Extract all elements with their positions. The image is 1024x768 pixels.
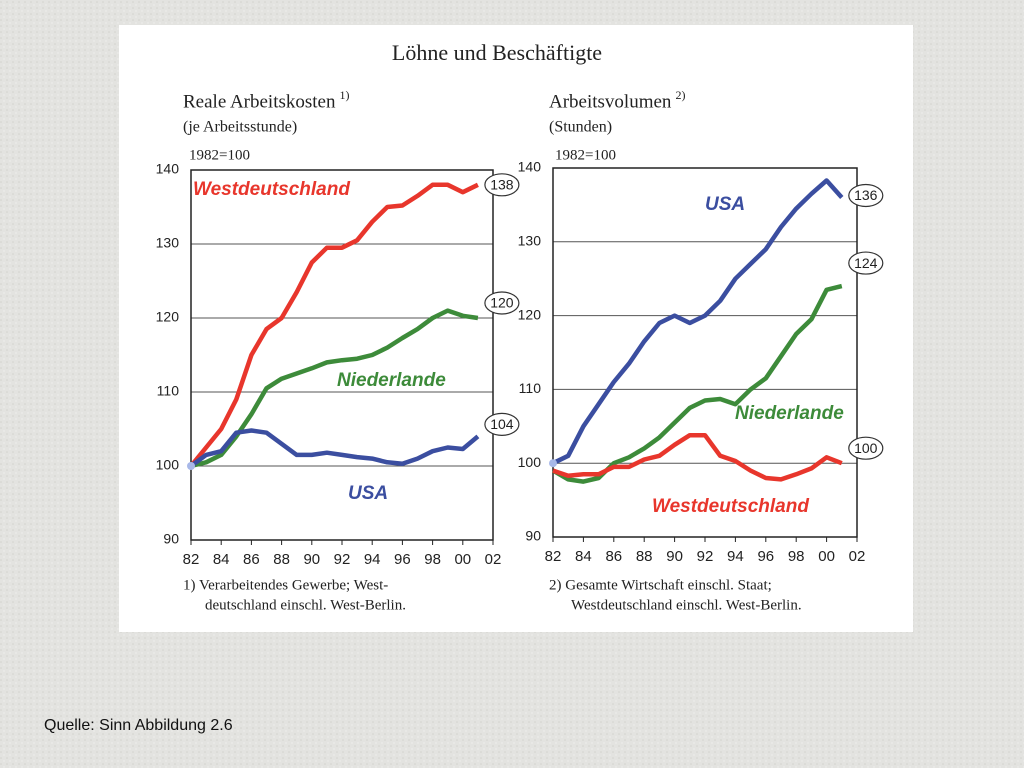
end-value-label: 104 (490, 416, 514, 432)
y-tick-label: 90 (525, 528, 541, 544)
end-label-ring (848, 436, 884, 460)
series-line (189, 182, 479, 468)
y-tick-label: 140 (518, 159, 542, 175)
y-tick-label: 100 (156, 457, 180, 473)
y-tick-label: 120 (156, 309, 180, 325)
end-label-ring (848, 251, 884, 275)
series-line (552, 178, 844, 466)
series-label: USA (348, 483, 388, 504)
end-value-label: 138 (490, 177, 514, 193)
y-tick-label: 110 (519, 380, 542, 396)
x-tick-label: 92 (697, 548, 714, 565)
x-tick-label: 84 (213, 551, 230, 568)
x-tick-label: 00 (818, 548, 835, 565)
chart-subtitle: (Stunden) (549, 119, 612, 136)
footnote: Westdeutschland einschl. West-Berlin. (571, 597, 802, 613)
x-tick-label: 98 (788, 548, 805, 565)
end-label-ring (484, 412, 520, 436)
x-tick-label: 94 (727, 548, 744, 565)
end-value-label: 136 (854, 187, 878, 203)
y-tick-label: 90 (163, 531, 179, 547)
end-value-label: 100 (854, 440, 878, 456)
source: Quelle: Sinn Abbildung 2.6 (44, 717, 233, 734)
end-label-ring (484, 291, 520, 315)
x-tick-label: 82 (545, 548, 562, 565)
chart-title: Reale Arbeitskosten (183, 91, 336, 112)
x-tick-label: 02 (485, 551, 502, 568)
series-label: Niederlande (735, 403, 844, 424)
end-value-label: 120 (490, 295, 514, 311)
y-tick-label: 110 (157, 383, 180, 399)
x-tick-label: 84 (575, 548, 592, 565)
y-tick-label: 130 (156, 235, 180, 251)
origin-dot (187, 462, 195, 470)
figure-title: Löhne und Beschäftigte (392, 40, 602, 65)
footnote: 2) Gesamte Wirtschaft einschl. Staat; (549, 577, 772, 593)
y-tick-label: 130 (518, 233, 542, 249)
index-label: 1982=100 (189, 147, 250, 163)
series-label: USA (705, 194, 745, 215)
x-tick-label: 02 (849, 548, 866, 565)
figure-panel (119, 25, 913, 632)
plot-frame (190, 169, 494, 541)
y-tick-label: 120 (518, 306, 542, 322)
title-note: 2) (675, 88, 685, 102)
origin-dot (549, 459, 557, 468)
end-value-label: 124 (854, 255, 878, 271)
index-label: 1982=100 (555, 147, 616, 163)
y-tick-label: 100 (518, 454, 542, 470)
plot-frame (552, 167, 858, 538)
series-label: Westdeutschland (193, 179, 350, 200)
x-tick-label: 82 (183, 551, 200, 568)
x-tick-label: 92 (334, 551, 351, 568)
footnote: 1) Verarbeitendes Gewerbe; West- (183, 577, 388, 593)
footnote: deutschland einschl. West-Berlin. (205, 597, 406, 613)
series-line (552, 432, 843, 482)
end-label-ring (484, 173, 520, 197)
x-tick-label: 90 (666, 548, 683, 565)
x-tick-label: 86 (605, 548, 622, 565)
chart-subtitle: (je Arbeitsstunde) (183, 119, 297, 136)
x-tick-label: 88 (636, 548, 653, 565)
x-tick-label: 88 (273, 551, 290, 568)
x-tick-label: 96 (394, 551, 411, 568)
series-label: Westdeutschland (652, 496, 809, 517)
x-tick-label: 00 (454, 551, 471, 568)
x-tick-label: 86 (243, 551, 260, 568)
x-tick-label: 94 (364, 551, 381, 568)
x-tick-label: 90 (303, 551, 320, 568)
series-line (189, 428, 480, 468)
series-label: Niederlande (337, 370, 446, 391)
title-note: 1) (340, 88, 350, 102)
x-tick-label: 96 (757, 548, 774, 565)
end-label-ring (848, 183, 884, 208)
x-tick-label: 98 (424, 551, 441, 568)
y-tick-label: 140 (156, 161, 180, 177)
chart-title: Arbeitsvolumen (549, 91, 672, 112)
